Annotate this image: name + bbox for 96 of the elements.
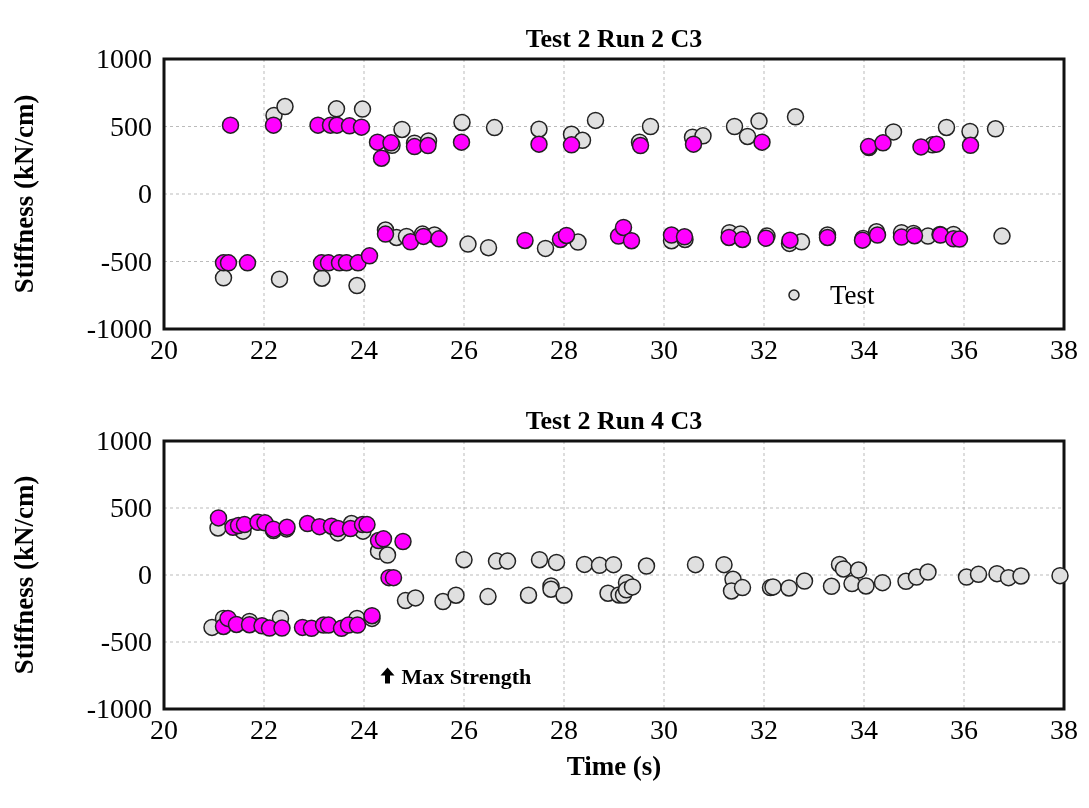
point <box>348 616 367 634</box>
point <box>738 127 757 146</box>
x-tick-label: 32 <box>750 714 778 745</box>
point <box>393 120 411 139</box>
x-tick-label: 20 <box>150 334 178 365</box>
legend-label: Test <box>830 280 876 310</box>
point <box>530 135 548 153</box>
y-tick-label: 500 <box>110 110 152 142</box>
x-tick-label: 26 <box>450 714 478 745</box>
point <box>419 136 437 155</box>
x-tick-label: 24 <box>350 334 378 365</box>
y-tick-label: 500 <box>110 492 152 523</box>
point <box>352 118 371 136</box>
point <box>376 225 395 243</box>
point <box>961 136 980 155</box>
x-tick-label: 24 <box>350 714 378 745</box>
x-tick-label: 36 <box>950 714 978 745</box>
point <box>786 108 805 126</box>
point <box>459 235 477 253</box>
point <box>372 149 391 167</box>
point <box>430 230 448 248</box>
point <box>401 233 420 251</box>
point <box>384 568 403 587</box>
y-tick-label: 1000 <box>96 425 152 456</box>
point <box>353 100 372 118</box>
point <box>586 111 605 130</box>
point <box>530 120 548 138</box>
point <box>874 134 892 152</box>
point <box>516 231 534 250</box>
x-tick-label: 28 <box>550 334 578 365</box>
y-tick-label: 1000 <box>96 43 152 74</box>
y-tick-label: -1000 <box>86 313 152 344</box>
point <box>950 230 969 248</box>
point <box>453 113 471 132</box>
point <box>479 238 498 257</box>
point <box>536 239 555 258</box>
point <box>358 515 376 534</box>
x-tick-label: 20 <box>150 714 178 745</box>
x-tick-label: 30 <box>650 714 678 745</box>
point <box>273 619 291 637</box>
y-tick-label: -500 <box>100 626 152 657</box>
point <box>631 136 650 155</box>
x-tick-label: 34 <box>850 714 878 745</box>
point <box>264 116 283 134</box>
point <box>485 118 504 137</box>
point <box>927 135 946 153</box>
point <box>394 532 412 551</box>
point <box>725 117 744 136</box>
point <box>733 230 752 249</box>
point <box>327 100 346 118</box>
x-tick-label: 34 <box>850 334 878 365</box>
x-tick-label: 22 <box>250 714 278 745</box>
x-tick-label: 30 <box>650 334 678 365</box>
point <box>452 133 471 151</box>
point <box>313 269 331 287</box>
point <box>219 254 238 272</box>
x-tick-label: 38 <box>1050 334 1078 365</box>
point <box>750 112 768 130</box>
point <box>360 247 379 265</box>
point <box>884 123 903 141</box>
x-tick-label: 38 <box>1050 714 1078 745</box>
point <box>614 218 633 237</box>
point <box>221 116 240 134</box>
x-tick-label: 32 <box>750 334 778 365</box>
point <box>986 120 1005 138</box>
point <box>684 135 703 153</box>
annotation: Max Strength <box>401 663 532 689</box>
point <box>641 117 660 136</box>
point <box>993 227 1011 245</box>
y-tick-label: 0 <box>138 559 152 590</box>
point <box>937 118 956 137</box>
point <box>557 226 576 245</box>
y-tick-label: -1000 <box>86 693 152 724</box>
x-tick-label: 36 <box>950 334 978 365</box>
point <box>562 136 581 154</box>
point <box>209 509 228 527</box>
y-tick-label: -500 <box>100 245 152 277</box>
point <box>622 231 641 250</box>
point <box>781 231 799 249</box>
x-tick-label: 26 <box>450 334 478 365</box>
point <box>270 270 289 288</box>
point <box>753 133 771 151</box>
point <box>238 254 257 272</box>
x-tick-label: 22 <box>250 334 278 365</box>
point <box>348 276 366 295</box>
x-tick-label: 28 <box>550 714 578 745</box>
point <box>912 138 930 156</box>
chart-title: Test 2 Run 2 C3 <box>525 24 703 53</box>
point <box>374 530 393 548</box>
x-axis-title: Time (s) <box>566 751 662 781</box>
y-axis-title: Stiffness (kN/cm) <box>9 475 39 675</box>
point <box>214 269 233 287</box>
point <box>276 97 294 116</box>
y-tick-label: 0 <box>138 178 152 209</box>
chart-title: Test 2 Run 4 C3 <box>525 406 703 435</box>
y-axis-title: Stiffness (kN/cm) <box>9 94 39 294</box>
